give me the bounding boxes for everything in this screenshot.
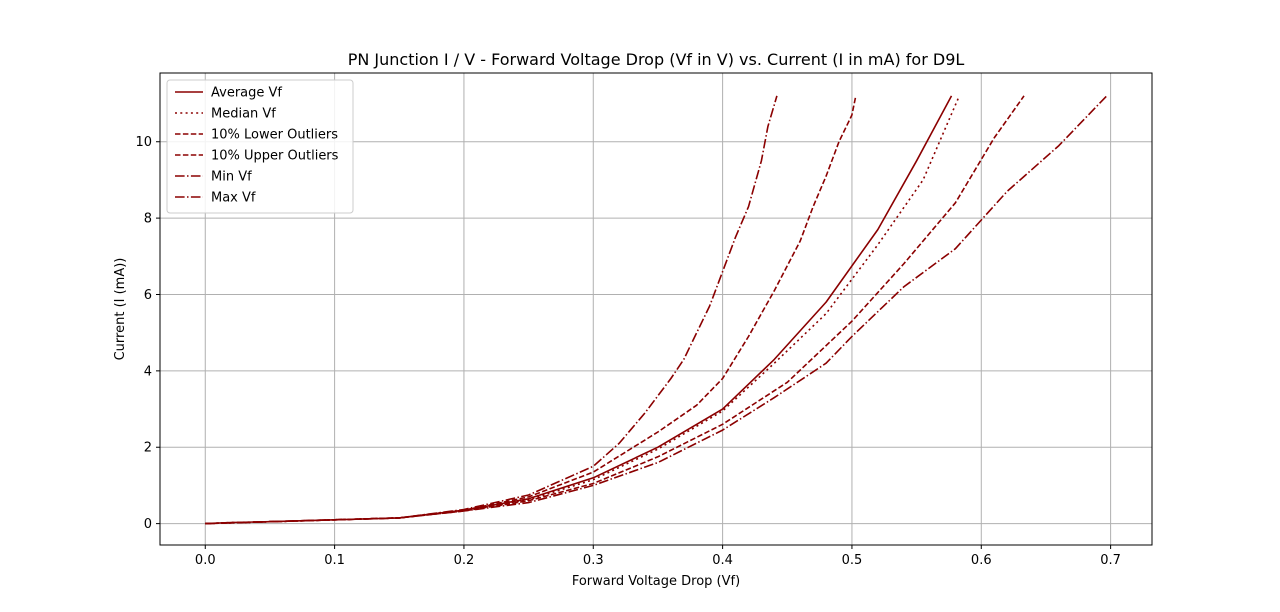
x-tick-label: 0.0	[195, 553, 216, 568]
x-tick-label: 0.1	[324, 553, 345, 568]
x-tick-label: 0.6	[971, 553, 992, 568]
y-axis: 0 2 4 6 8 10	[135, 135, 160, 532]
x-tick-label: 0.7	[1100, 553, 1121, 568]
series-layer	[205, 95, 1108, 525]
series-line-6	[205, 95, 1108, 525]
y-tick-label: 0	[144, 517, 152, 532]
y-tick-label: 2	[144, 441, 152, 456]
x-tick-label: 0.2	[454, 553, 475, 568]
y-axis-label: Current (I (mA))	[113, 258, 128, 361]
legend-entry: Average Vf	[211, 86, 282, 101]
x-tick-label: 0.4	[712, 553, 733, 568]
x-axis-label: Forward Voltage Drop (Vf)	[572, 574, 740, 589]
y-tick-label: 4	[144, 364, 152, 379]
x-tick-label: 0.5	[842, 553, 863, 568]
legend-entry: 10% Lower Outliers	[211, 128, 338, 143]
plot-frame	[159, 72, 1153, 546]
y-tick-label: 8	[144, 212, 152, 227]
y-tick-label: 6	[144, 288, 152, 303]
x-axis: 0.0 0.1 0.2 0.3 0.4 0.5 0.6 0.7	[195, 545, 1121, 568]
chart-title: PN Junction I / V - Forward Voltage Drop…	[348, 50, 965, 69]
legend-entry: Median Vf	[211, 107, 276, 122]
legend-entry: 10% Upper Outliers	[211, 149, 339, 164]
legend-box	[166, 79, 354, 214]
legend: Average Vf Median Vf 10% Lower Outliers 10%…	[166, 79, 354, 214]
legend-entry: Max Vf	[211, 191, 256, 206]
legend-entry: Min Vf	[211, 170, 252, 185]
y-tick-label: 10	[135, 135, 152, 150]
x-tick-label: 0.3	[583, 553, 604, 568]
